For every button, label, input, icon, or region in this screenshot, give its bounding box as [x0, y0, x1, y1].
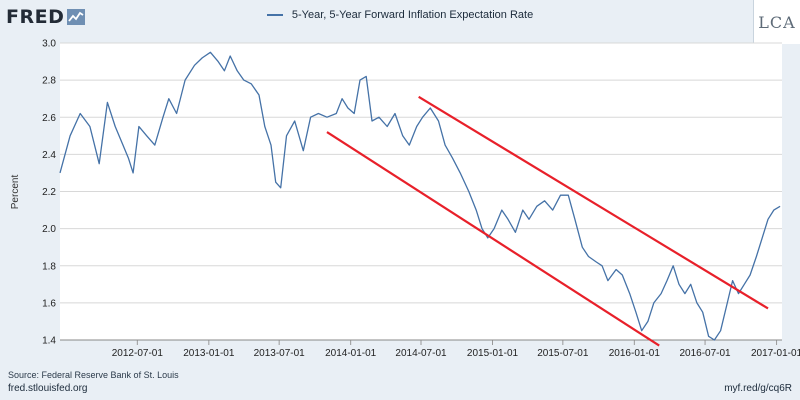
y-tick-label: 2.6 — [42, 113, 56, 124]
x-tick-label: 2017-01-01 — [751, 348, 800, 359]
x-tick-label: 2012-07-01 — [112, 348, 164, 359]
annotation-layer — [326, 95, 769, 347]
x-tick-label: 2016-07-01 — [679, 348, 731, 359]
y-tick-label: 1.4 — [42, 336, 56, 347]
x-tick-label: 2015-01-01 — [467, 348, 519, 359]
x-tick-labels: 2012-07-01 2013-01-01 2013-07-01 2014-01-01… — [112, 348, 800, 359]
chart-legend: 5-Year, 5-Year Forward Inflation Expecta… — [0, 9, 800, 21]
watermark-text: LCA — [758, 12, 796, 32]
x-tick-label: 2016-01-01 — [609, 348, 661, 359]
footer-site-link[interactable]: fred.stlouisfed.org — [8, 383, 88, 394]
y-tick-label: 1.8 — [42, 261, 56, 272]
trend-channel-line — [326, 131, 660, 347]
y-tick-label: 2.0 — [42, 224, 56, 235]
footer-source: Source: Federal Reserve Bank of St. Loui… — [8, 370, 179, 380]
watermark-badge: LCA — [753, 0, 800, 44]
x-tick-label: 2013-01-01 — [183, 348, 235, 359]
y-tick-labels: 1.4 1.6 1.8 2.0 2.2 2.4 2.6 2.8 3.0 — [42, 39, 56, 347]
legend-series-name: 5-Year, 5-Year Forward Inflation Expecta… — [291, 9, 534, 21]
x-tick-label: 2013-07-01 — [254, 348, 306, 359]
legend-swatch — [266, 14, 283, 17]
y-tick-label: 2.8 — [42, 76, 56, 87]
grid-layer — [60, 42, 782, 345]
y-tick-label: 3.0 — [42, 39, 56, 50]
series-line — [59, 51, 781, 341]
fred-logo[interactable]: FRED — [6, 6, 86, 28]
x-tick-label: 2014-01-01 — [325, 348, 377, 359]
trend-line-icon — [67, 9, 86, 25]
y-tick-label: 2.2 — [42, 187, 56, 198]
x-tick-label: 2015-07-01 — [537, 348, 589, 359]
y-tick-label: 2.4 — [42, 150, 56, 161]
trend-channel-line — [418, 95, 769, 310]
fred-logo-text: FRED — [6, 6, 65, 28]
footer-short-url[interactable]: myf.red/g/cq6R — [724, 383, 792, 394]
y-tick-label: 1.6 — [42, 298, 56, 309]
series-layer — [59, 51, 781, 341]
x-tick-label: 2014-07-01 — [395, 348, 447, 359]
y-axis-title: Percent — [10, 175, 21, 210]
